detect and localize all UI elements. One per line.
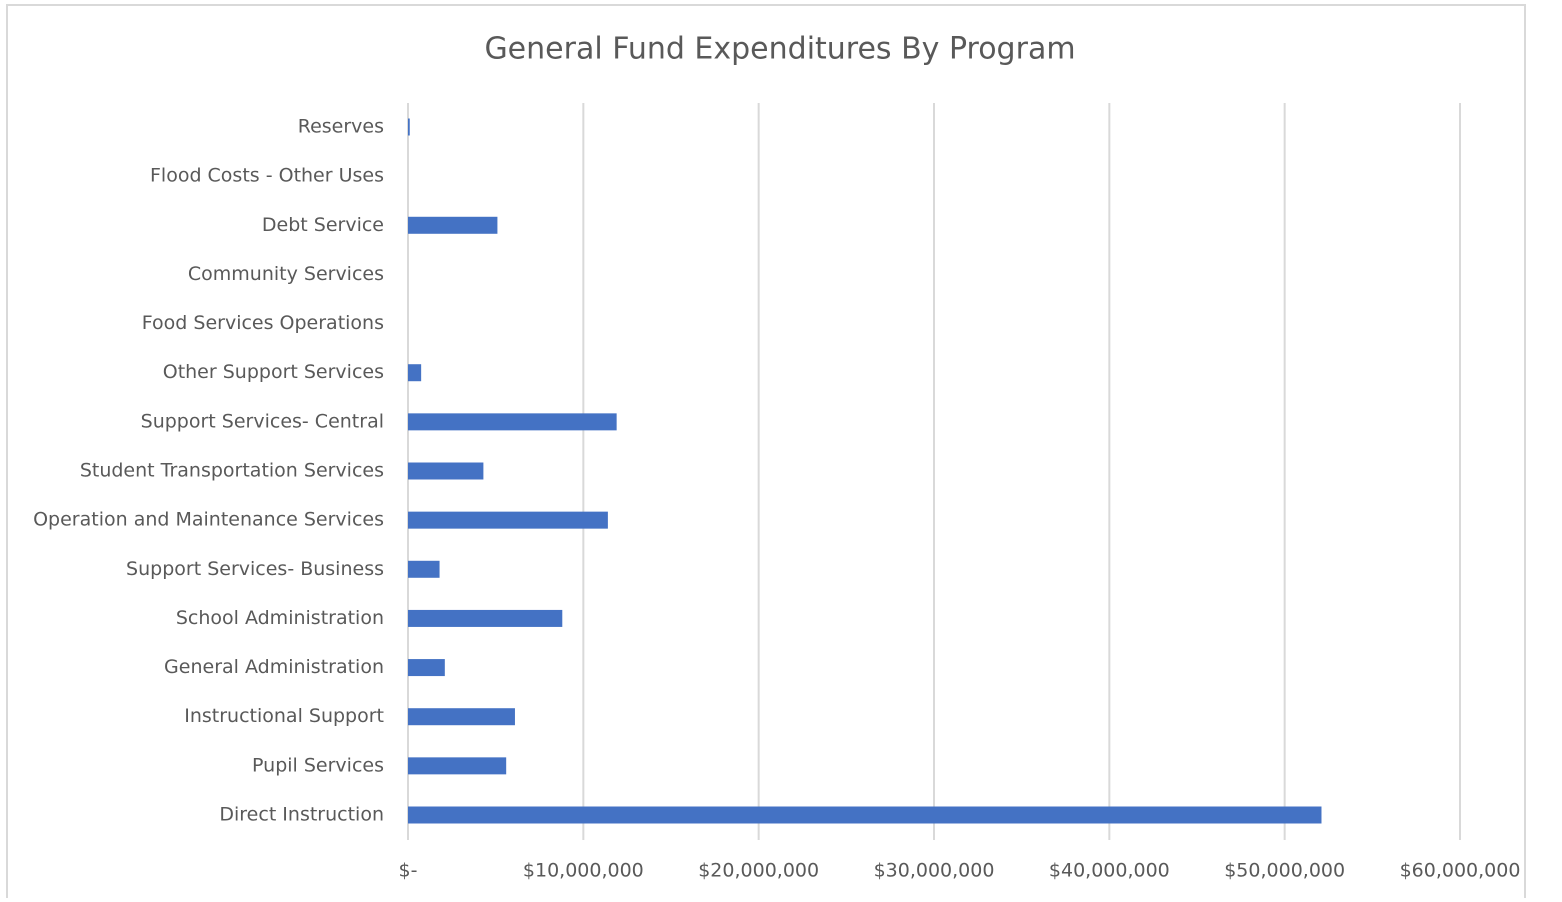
- y-tick-label: School Administration: [176, 607, 384, 629]
- x-tick-label: $30,000,000: [874, 860, 995, 882]
- bar: [408, 462, 484, 480]
- y-tick-label: Pupil Services: [252, 754, 384, 776]
- y-tick-label: Reserves: [298, 116, 384, 138]
- y-tick-label: Support Services- Central: [141, 410, 384, 432]
- x-tick-label: $50,000,000: [1224, 860, 1345, 882]
- y-tick-label: Community Services: [188, 263, 384, 285]
- y-tick-label: Student Transportation Services: [80, 460, 384, 482]
- y-tick-label: Direct Instruction: [219, 804, 384, 826]
- bar: [408, 511, 608, 529]
- x-tick-label: $40,000,000: [1049, 860, 1170, 882]
- bar: [408, 708, 515, 726]
- x-tick-label: $10,000,000: [523, 860, 644, 882]
- y-tick-label: Debt Service: [262, 214, 384, 236]
- x-tick-label: $-: [399, 860, 418, 882]
- y-tick-label: Operation and Maintenance Services: [33, 509, 384, 531]
- y-tick-label: Instructional Support: [184, 705, 384, 727]
- chart-title: General Fund Expenditures By Program: [484, 32, 1075, 67]
- bar: [408, 560, 440, 578]
- y-tick-label: Other Support Services: [163, 361, 384, 383]
- bar: [408, 609, 563, 627]
- x-tick-label: $20,000,000: [698, 860, 819, 882]
- x-tick-label: $60,000,000: [1400, 860, 1521, 882]
- y-tick-label: Support Services- Business: [126, 558, 384, 580]
- y-tick-label: Food Services Operations: [142, 312, 384, 334]
- bar: [408, 757, 507, 775]
- y-tick-label: Flood Costs - Other Uses: [150, 165, 384, 187]
- bar: [408, 364, 422, 382]
- bar: [408, 413, 617, 431]
- bar: [408, 806, 1322, 824]
- y-tick-label: General Administration: [164, 656, 384, 678]
- bar: [408, 118, 410, 136]
- bar: [408, 659, 445, 677]
- bar: [408, 216, 498, 234]
- chart-frame: [6, 4, 1526, 902]
